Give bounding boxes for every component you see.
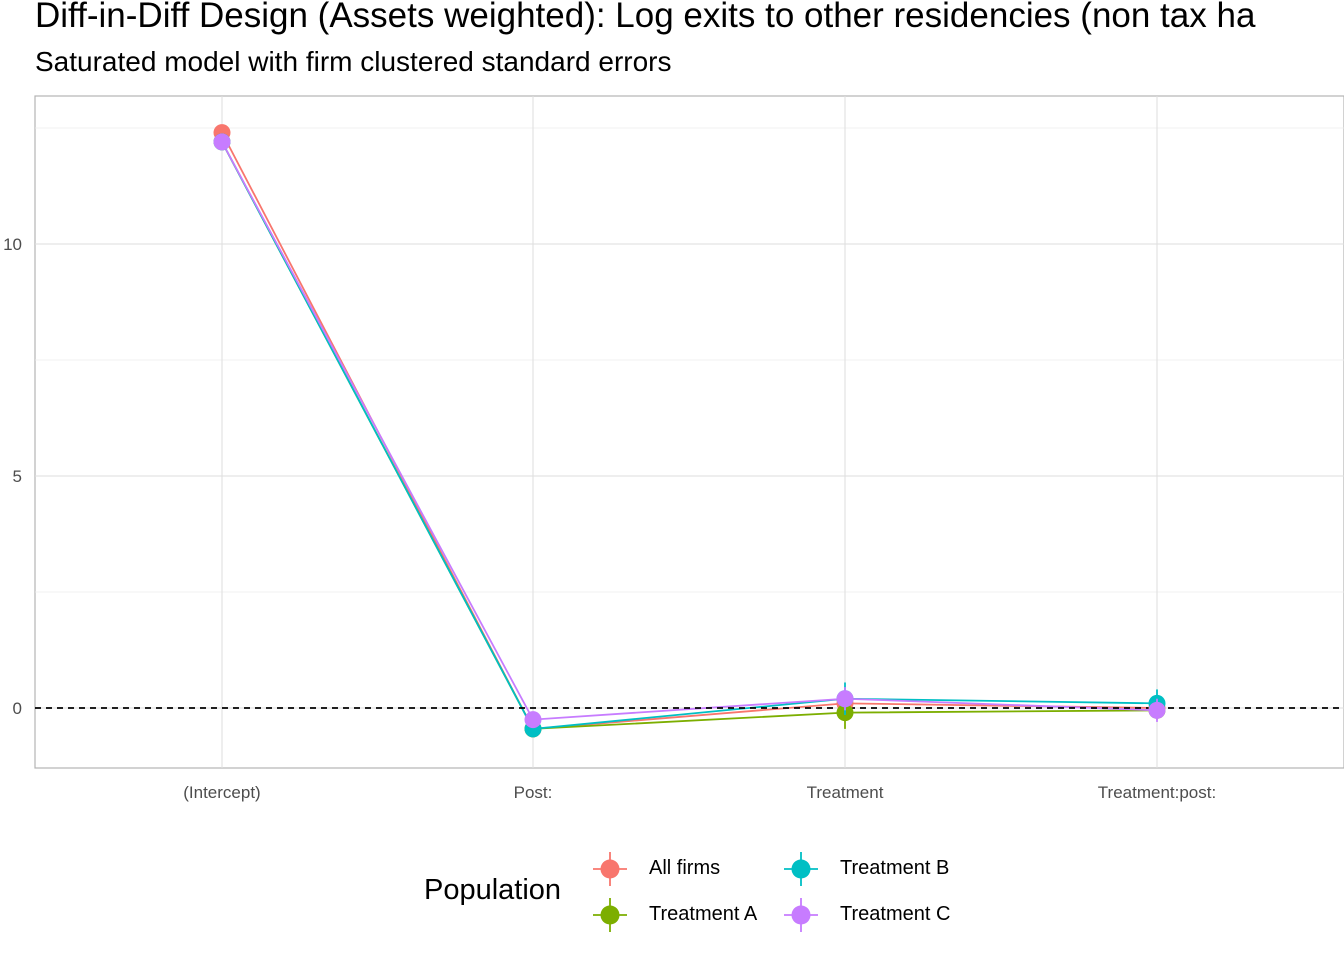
legend-key-point (791, 859, 811, 879)
legend-label: All firms (649, 857, 721, 879)
y-tick-label: 5 (13, 467, 22, 486)
data-point (213, 133, 231, 151)
legend-key-point (791, 905, 811, 925)
chart-title: Diff-in-Diff Design (Assets weighted): L… (35, 0, 1256, 35)
x-tick-label: (Intercept) (183, 783, 260, 802)
legend-label: Treatment C (840, 903, 951, 925)
data-point (1148, 701, 1166, 719)
data-point (524, 711, 542, 729)
legend-key-point (600, 905, 620, 925)
data-point (836, 690, 854, 708)
plot-panel (34, 95, 1344, 769)
series-line (221, 141, 1158, 730)
y-tick-label: 10 (3, 235, 22, 254)
x-tick-label: Treatment (807, 783, 884, 802)
series-line (221, 132, 1158, 730)
x-tick-label: Post: (514, 783, 553, 802)
series-line (221, 141, 1158, 721)
series-line (221, 141, 1158, 730)
x-tick-label: Treatment:post: (1098, 783, 1216, 802)
y-tick-label: 0 (13, 699, 22, 718)
legend-title: Population (424, 874, 562, 906)
legend-key-point (600, 859, 620, 879)
legend-label: Treatment A (649, 903, 758, 925)
chart-subtitle: Saturated model with firm clustered stan… (35, 46, 672, 77)
legend-label: Treatment B (840, 857, 950, 879)
